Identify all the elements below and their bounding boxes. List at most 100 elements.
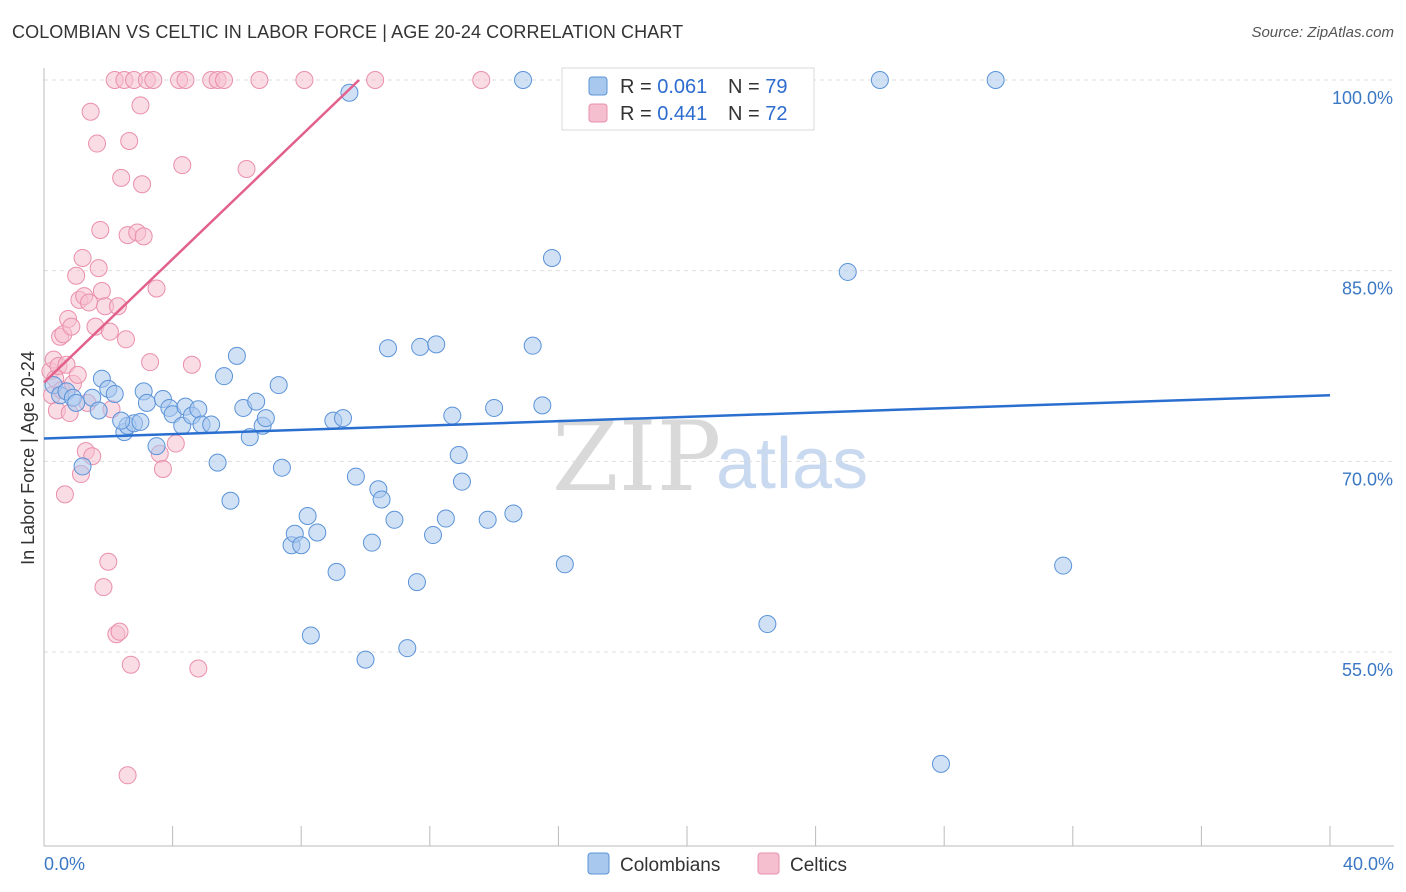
celtics-point-27 <box>88 134 107 153</box>
colombians-point-46 <box>346 467 365 486</box>
celtics-point-68 <box>295 71 314 89</box>
celtics-points <box>41 71 491 785</box>
colombians-point-39 <box>298 506 317 525</box>
celtics-point-30 <box>92 282 111 301</box>
colombians-point-45 <box>340 83 359 102</box>
legend-n-colombians: N = 79 <box>728 76 788 98</box>
celtics-point-42 <box>116 330 135 349</box>
legend-r-value-colombians: 0.061 <box>657 76 707 98</box>
celtics-point-59 <box>173 156 192 175</box>
colombians-point-14 <box>137 393 156 412</box>
trend-lines <box>43 79 1331 440</box>
y-tick-labels: 100.0% 85.0% 70.0% 55.0% <box>1332 88 1393 680</box>
colombians-point-76 <box>73 457 92 476</box>
colombians-point-24 <box>202 415 221 434</box>
colombians-point-73 <box>931 754 950 773</box>
celtics-point-48 <box>131 96 150 115</box>
colombians-point-26 <box>215 367 234 386</box>
colombians-point-59 <box>443 406 462 425</box>
celtics-point-65 <box>215 71 234 89</box>
colombians-point-22 <box>189 400 208 419</box>
celtics-point-24 <box>81 102 100 121</box>
chart-title: COLOMBIAN VS CELTIC IN LABOR FORCE | AGE… <box>12 22 684 42</box>
legend-r-label-colombians: R = <box>620 76 657 98</box>
colombians-trend-line <box>43 393 1331 440</box>
colombians-point-27 <box>221 491 240 510</box>
colombians-point-55 <box>411 337 430 356</box>
colombians-point-67 <box>533 396 552 415</box>
y-tick-label-3: 55.0% <box>1342 660 1393 680</box>
colombians-point-34 <box>269 376 288 395</box>
colombians-point-44 <box>333 409 352 428</box>
celtics-point-29 <box>91 220 110 239</box>
celtics-point-66 <box>237 159 256 178</box>
bottom-legend: Colombians Celtics <box>587 852 847 876</box>
colombians-point-50 <box>372 490 391 509</box>
colombians-point-54 <box>407 573 426 592</box>
celtics-point-60 <box>176 71 195 89</box>
bottom-legend-label-celtics: Celtics <box>790 855 847 876</box>
colombians-point-33 <box>256 409 275 428</box>
celtics-point-49 <box>133 175 152 194</box>
celtics-point-69 <box>366 71 385 89</box>
colombians-point-78 <box>131 412 150 431</box>
colombians-point-69 <box>555 555 574 574</box>
celtics-point-34 <box>100 322 119 341</box>
colombians-point-56 <box>424 526 443 545</box>
colombians-point-35 <box>272 458 291 477</box>
legend-row-celtics: R = 0.441 <box>620 103 707 125</box>
x-tick-label-max: 40.0% <box>1343 854 1394 874</box>
celtics-point-13 <box>62 317 81 336</box>
celtics-point-31 <box>94 578 113 597</box>
legend-n-label-celtics: N = <box>728 103 765 125</box>
celtics-point-70 <box>472 71 491 89</box>
bottom-legend-label-colombians: Colombians <box>620 855 720 876</box>
colombians-point-15 <box>147 437 166 456</box>
colombians-point-61 <box>452 472 471 491</box>
celtics-point-56 <box>153 459 172 478</box>
colombians-point-38 <box>292 536 311 555</box>
colombians-point-74 <box>986 71 1005 89</box>
legend-n-value-colombians: 79 <box>765 76 787 98</box>
bottom-legend-swatch-colombians <box>587 852 610 875</box>
colombians-point-9 <box>105 384 124 403</box>
colombians-point-43 <box>327 562 346 581</box>
celtics-point-38 <box>108 297 127 316</box>
celtics-point-45 <box>121 655 140 674</box>
celtics-point-9 <box>55 485 74 504</box>
legend: R = 0.061 N = 79 R = 0.441 N = 72 <box>561 67 815 131</box>
colombians-point-25 <box>208 453 227 472</box>
celtics-point-67 <box>250 71 269 89</box>
legend-n-celtics: N = 72 <box>728 103 788 125</box>
colombians-point-53 <box>398 639 417 658</box>
legend-swatch-celtics <box>588 103 608 123</box>
colombians-point-70 <box>758 615 777 634</box>
y-tick-label-0: 100.0% <box>1332 88 1393 108</box>
celtics-point-61 <box>182 355 201 374</box>
colombians-point-28 <box>227 346 246 365</box>
colombians-point-68 <box>542 248 561 267</box>
celtics-point-28 <box>89 259 108 278</box>
colombians-point-48 <box>362 533 381 552</box>
y-tick-label-2: 70.0% <box>1342 469 1393 489</box>
celtics-point-54 <box>147 279 166 298</box>
colombians-point-65 <box>514 71 533 89</box>
colombians-point-71 <box>838 262 857 281</box>
legend-r-label-celtics: R = <box>620 103 657 125</box>
legend-n-label-colombians: N = <box>728 76 765 98</box>
colombians-point-51 <box>379 339 398 358</box>
colombians-point-4 <box>67 393 86 412</box>
colombians-point-64 <box>504 504 523 523</box>
celtics-point-44 <box>120 132 139 151</box>
colombians-point-6 <box>89 401 108 420</box>
celtics-point-15 <box>67 266 86 285</box>
colombians-point-63 <box>485 398 504 417</box>
x-ticks <box>172 826 1331 846</box>
celtics-point-40 <box>112 168 131 187</box>
celtics-point-52 <box>141 353 160 372</box>
colombians-point-47 <box>356 650 375 669</box>
celtics-point-53 <box>144 71 163 89</box>
colombians-point-77 <box>112 411 131 430</box>
celtics-point-71 <box>118 766 137 785</box>
axes <box>43 68 1394 847</box>
